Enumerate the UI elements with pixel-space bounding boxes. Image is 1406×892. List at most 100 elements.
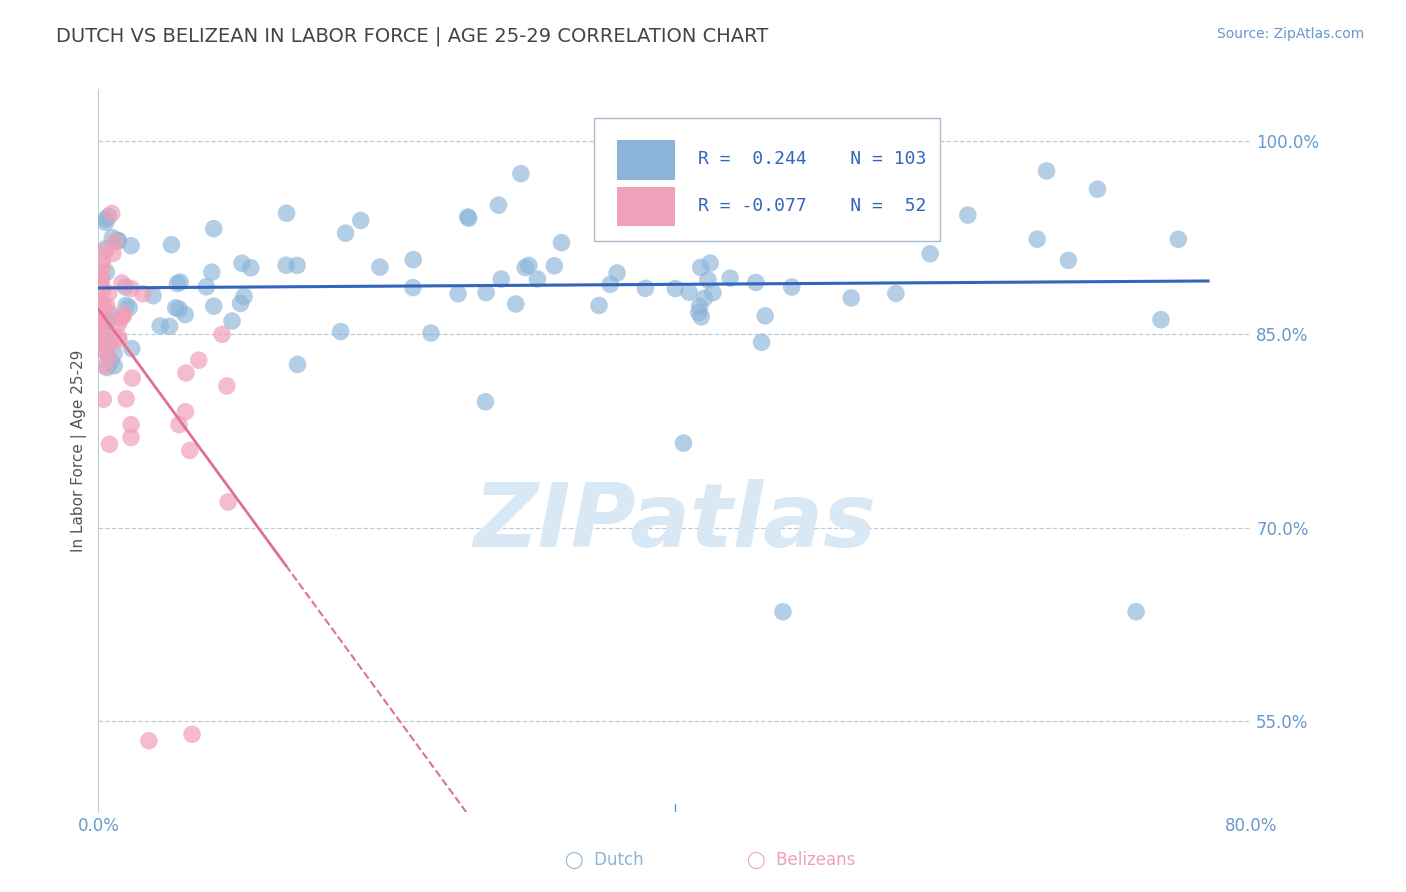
Point — [239, 260, 262, 275]
Point — [606, 266, 628, 280]
Point — [229, 296, 252, 310]
Point — [350, 213, 373, 227]
Point — [100, 308, 122, 322]
Point — [90, 310, 112, 325]
Point — [131, 286, 153, 301]
Point — [174, 405, 197, 419]
Point — [287, 358, 309, 372]
Point — [689, 299, 711, 313]
Point — [329, 325, 352, 339]
Point — [138, 733, 160, 747]
Point — [98, 437, 121, 451]
Point — [107, 329, 129, 343]
Point — [97, 210, 120, 224]
Point — [187, 353, 209, 368]
Point — [509, 167, 531, 181]
Point — [772, 605, 794, 619]
Point — [94, 327, 117, 342]
Point — [195, 280, 218, 294]
Point — [335, 226, 357, 240]
Point — [780, 280, 803, 294]
Point — [165, 301, 187, 315]
Point — [90, 336, 112, 351]
Point — [90, 314, 112, 328]
Point — [181, 727, 204, 741]
Point — [112, 307, 135, 321]
Point — [588, 298, 610, 312]
Point — [664, 281, 686, 295]
Point — [94, 244, 117, 258]
Point — [671, 183, 693, 197]
Point — [103, 346, 125, 360]
Point — [457, 211, 479, 226]
Point — [107, 234, 129, 248]
Text: DUTCH VS BELIZEAN IN LABOR FORCE | AGE 25-29 CORRELATION CHART: DUTCH VS BELIZEAN IN LABOR FORCE | AGE 2… — [56, 27, 769, 46]
Point — [121, 371, 143, 385]
Text: ◯  Belizeans: ◯ Belizeans — [747, 851, 856, 870]
Point — [699, 256, 721, 270]
Point — [94, 215, 117, 229]
Point — [107, 234, 129, 248]
Text: R =  0.244    N = 103: R = 0.244 N = 103 — [697, 150, 927, 169]
Point — [90, 322, 112, 336]
Bar — [617, 140, 675, 179]
Point — [215, 379, 238, 393]
Point — [149, 318, 172, 333]
Y-axis label: In Labor Force | Age 25-29: In Labor Force | Age 25-29 — [72, 350, 87, 551]
Text: R = -0.077    N =  52: R = -0.077 N = 52 — [697, 197, 927, 215]
Point — [100, 354, 122, 368]
Point — [202, 299, 225, 313]
Point — [1125, 605, 1147, 619]
Point — [1057, 253, 1080, 268]
Point — [118, 301, 141, 315]
Text: ZIPatlas: ZIPatlas — [474, 479, 876, 566]
Point — [276, 206, 298, 220]
Point — [689, 260, 711, 275]
Point — [233, 289, 256, 303]
Point — [688, 305, 710, 319]
Point — [489, 272, 512, 286]
Point — [174, 366, 197, 380]
Point — [97, 286, 120, 301]
Point — [104, 235, 127, 249]
Point — [96, 299, 118, 313]
Point — [865, 220, 887, 235]
Point — [179, 443, 201, 458]
Point — [169, 275, 191, 289]
Point — [815, 204, 838, 219]
Point — [94, 359, 117, 374]
Point — [690, 310, 713, 324]
Point — [90, 277, 112, 291]
Point — [159, 319, 181, 334]
Point — [120, 281, 142, 295]
Point — [696, 273, 718, 287]
Point — [599, 277, 621, 292]
Point — [543, 259, 565, 273]
Point — [94, 242, 117, 256]
Point — [678, 285, 700, 300]
Point — [120, 238, 142, 252]
Point — [101, 230, 124, 244]
Point — [956, 208, 979, 222]
Point — [166, 277, 188, 291]
Point — [114, 280, 136, 294]
Point — [120, 417, 142, 432]
Point — [1026, 232, 1049, 246]
Point — [107, 316, 129, 330]
Point — [121, 342, 143, 356]
Point — [517, 259, 540, 273]
Point — [101, 246, 124, 260]
Point — [526, 272, 548, 286]
Point — [751, 335, 773, 350]
Point — [884, 286, 907, 301]
Point — [90, 270, 112, 285]
Point — [94, 212, 117, 227]
Text: Source: ZipAtlas.com: Source: ZipAtlas.com — [1216, 27, 1364, 41]
Point — [90, 301, 112, 316]
Point — [1167, 232, 1189, 246]
Point — [160, 237, 183, 252]
Point — [488, 198, 510, 212]
FancyBboxPatch shape — [595, 118, 941, 241]
Point — [1150, 312, 1173, 326]
Point — [550, 235, 572, 250]
